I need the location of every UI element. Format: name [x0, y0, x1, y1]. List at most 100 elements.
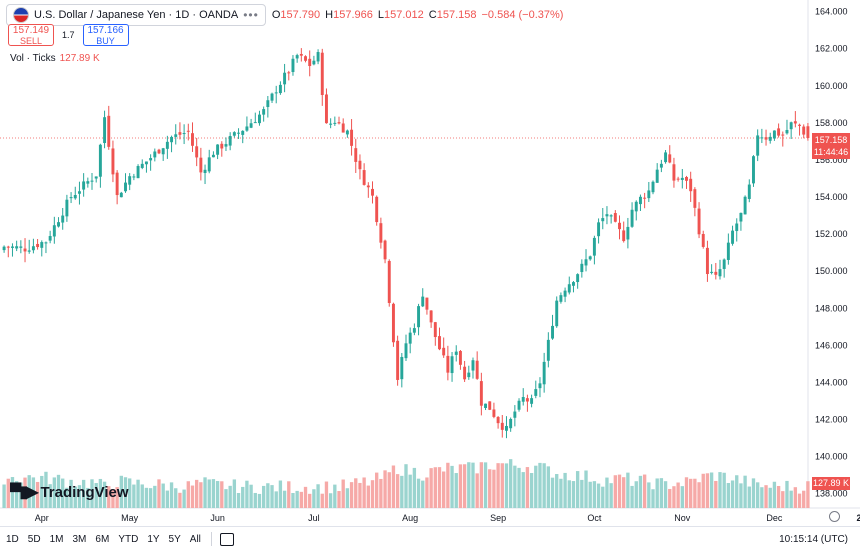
- volume-bar: [596, 483, 601, 508]
- volume-bar: [144, 487, 149, 508]
- volume-bar: [676, 482, 680, 508]
- volume-bar: [433, 467, 437, 508]
- volume-bar: [730, 480, 735, 508]
- range-1d[interactable]: 1D: [6, 533, 19, 545]
- volume-bar: [90, 479, 94, 508]
- volume-bar: [73, 486, 77, 508]
- volume-bar: [412, 467, 417, 508]
- calendar-icon[interactable]: [219, 532, 234, 546]
- candle-body: [638, 196, 642, 205]
- volume-bar: [56, 474, 61, 508]
- candle-body: [15, 246, 19, 249]
- candle-body: [111, 148, 115, 175]
- volume-bar: [220, 481, 224, 508]
- time-tick-label: Apr: [35, 513, 49, 523]
- candle-body: [605, 214, 609, 217]
- volume-bar: [178, 492, 182, 508]
- price-tick-label: 158.000: [815, 118, 848, 128]
- range-5y[interactable]: 5Y: [168, 533, 181, 545]
- candle-body: [433, 322, 437, 338]
- volume-bar: [751, 478, 756, 508]
- volume-bar: [772, 481, 777, 508]
- volume-bar: [538, 462, 542, 508]
- more-options-icon[interactable]: •••: [243, 8, 259, 22]
- candle-body: [492, 409, 496, 417]
- spread-value: 1.7: [62, 30, 75, 40]
- candle-body: [77, 191, 81, 194]
- volume-bar: [592, 481, 597, 508]
- volume-bar: [642, 474, 647, 508]
- volume-bar: [102, 481, 107, 508]
- symbol-title[interactable]: U.S. Dollar / Japanese Yen · 1D · OANDA: [34, 9, 239, 21]
- volume-bar: [148, 488, 153, 508]
- candle-body: [756, 135, 760, 156]
- volume-bar: [718, 472, 722, 508]
- candle-body: [496, 417, 500, 424]
- range-3m[interactable]: 3M: [72, 533, 87, 545]
- volume-bar: [35, 481, 40, 508]
- candle-body: [471, 360, 475, 371]
- symbol-selector[interactable]: U.S. Dollar / Japanese Yen · 1D · OANDA …: [6, 4, 266, 26]
- candle-body: [421, 296, 425, 307]
- candle-body: [2, 246, 6, 251]
- volume-bar: [739, 483, 743, 508]
- candle-body: [249, 123, 253, 128]
- candle-body: [705, 247, 709, 275]
- candle-body: [232, 132, 236, 136]
- range-all[interactable]: All: [189, 533, 201, 545]
- volume-bar: [65, 487, 69, 508]
- candle-body: [454, 351, 458, 355]
- range-6m[interactable]: 6M: [95, 533, 110, 545]
- candle-body: [676, 178, 680, 180]
- candle-body: [613, 213, 617, 222]
- range-5d[interactable]: 5D: [27, 533, 41, 545]
- candle-body: [316, 52, 320, 62]
- volume-bar: [504, 463, 509, 508]
- price-tick-label: 162.000: [815, 44, 848, 54]
- volume-bar: [379, 478, 383, 508]
- range-ytd[interactable]: YTD: [118, 533, 139, 545]
- volume-bar: [781, 491, 785, 508]
- candle-body: [341, 123, 345, 133]
- volume-bar: [2, 484, 6, 508]
- volume-legend[interactable]: Vol · Ticks 127.89 K: [10, 53, 100, 64]
- range-1m[interactable]: 1M: [49, 533, 64, 545]
- clock[interactable]: 10:15:14 (UTC): [779, 533, 848, 545]
- volume-bar: [425, 477, 429, 508]
- volume-bar: [726, 483, 731, 508]
- volume-bar: [559, 478, 563, 508]
- volume-bar: [601, 486, 605, 508]
- volume-bar: [659, 478, 664, 508]
- volume-bar: [203, 477, 207, 508]
- settings-icon[interactable]: [829, 511, 840, 522]
- volume-bar: [613, 475, 618, 508]
- candle-body: [672, 164, 676, 181]
- candle-body: [404, 343, 408, 359]
- volume-bar: [199, 482, 203, 508]
- volume-bar: [86, 487, 90, 508]
- candle-body: [697, 208, 701, 235]
- candle-body: [626, 226, 630, 240]
- volume-bar: [797, 493, 802, 508]
- volume-bar: [370, 480, 375, 508]
- candle-body: [806, 126, 810, 138]
- tradingview-logo[interactable]: ▀▮▶ TradingView: [10, 482, 129, 502]
- candle-body: [609, 215, 613, 217]
- volume-bar: [496, 463, 500, 508]
- range-1y[interactable]: 1Y: [147, 533, 160, 545]
- candle-body: [651, 181, 655, 193]
- volume-bar: [634, 481, 638, 508]
- sell-button[interactable]: 157.149 SELL: [8, 24, 54, 46]
- buy-button[interactable]: 157.166 BUY: [82, 24, 129, 46]
- candle-body: [40, 242, 44, 248]
- candle-body: [220, 143, 224, 149]
- volume-bar: [391, 465, 396, 508]
- volume-bar: [249, 484, 253, 508]
- candle-body: [195, 146, 199, 158]
- candle-body: [132, 176, 136, 178]
- volume-bar: [525, 467, 530, 508]
- candle-body: [375, 196, 379, 223]
- volume-bar: [517, 467, 521, 508]
- price-tick-label: 144.000: [815, 377, 848, 387]
